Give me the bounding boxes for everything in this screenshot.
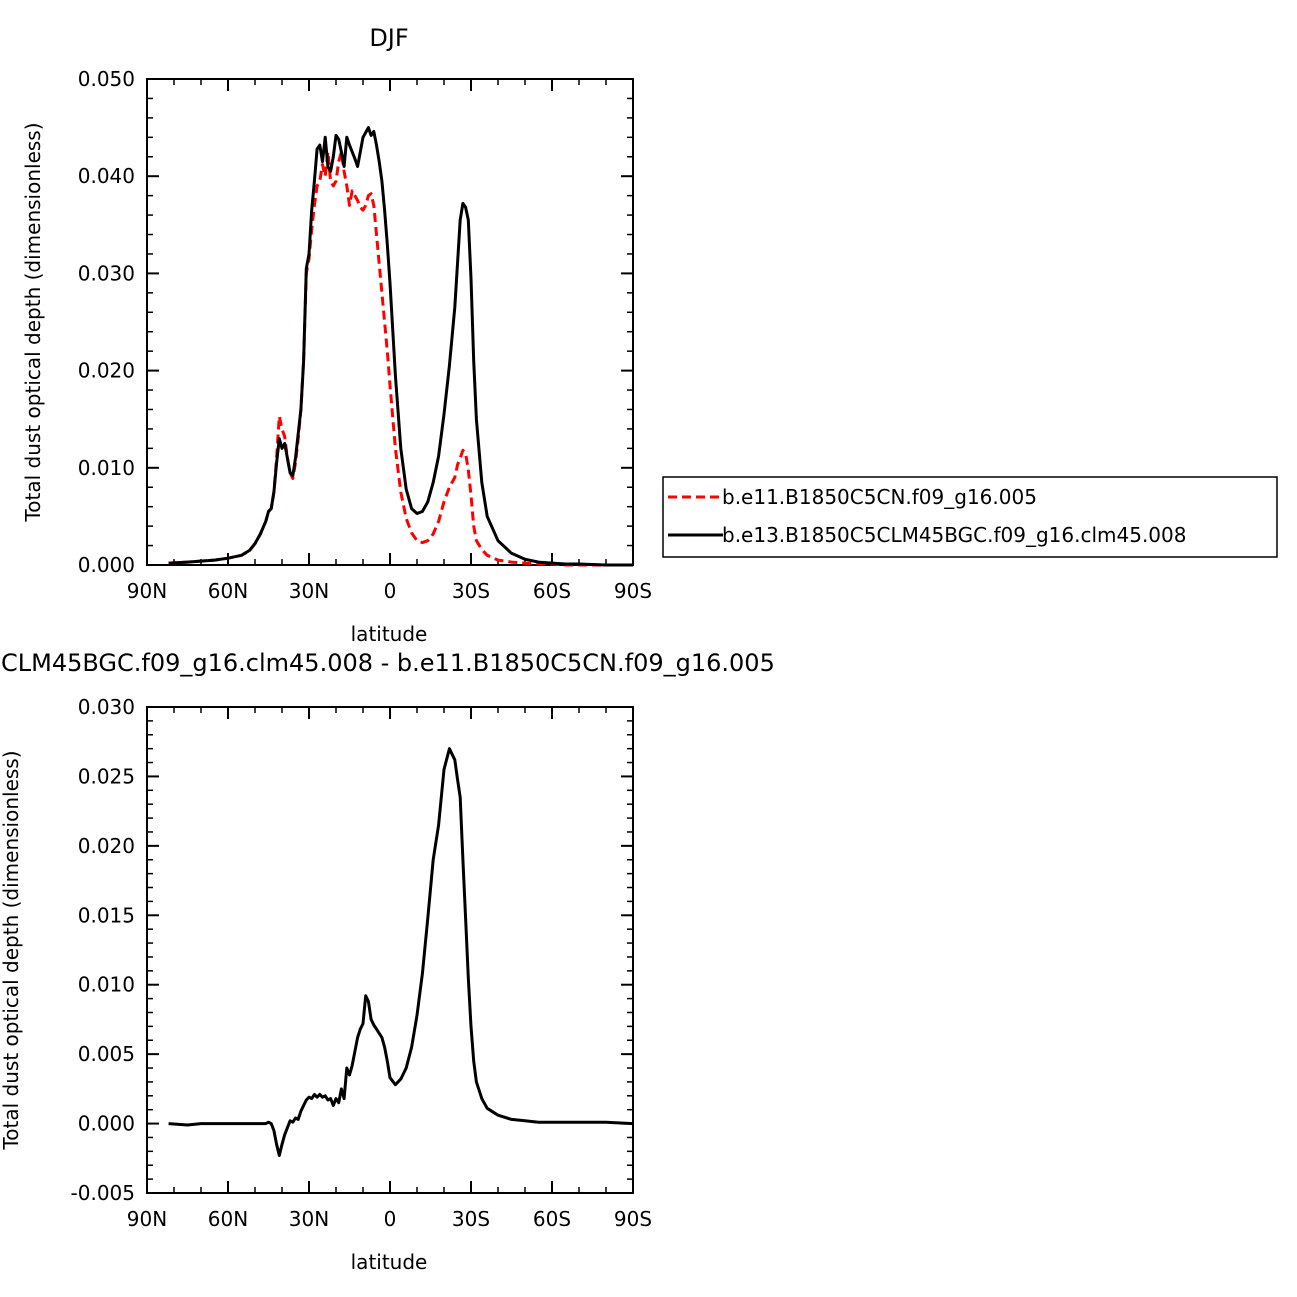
top-x-tick-label: 60N	[208, 579, 248, 603]
top-x-tick-label: 0	[384, 579, 397, 603]
legend: b.e11.B1850C5CN.f09_g16.005 b.e13.B1850C…	[662, 476, 1278, 558]
top-y-tick-label: 0.000	[78, 553, 135, 577]
bottom-y-tick-label: 0.005	[78, 1042, 135, 1066]
bottom-x-tick-label: 90S	[614, 1207, 652, 1231]
legend-entry-1: b.e11.B1850C5CN.f09_g16.005	[722, 485, 1037, 509]
bottom-x-tick-label: 0	[384, 1207, 397, 1231]
bottom-x-tick-label: 90N	[127, 1207, 167, 1231]
top-series-lines	[168, 126, 633, 567]
top-y-tick-label: 0.020	[78, 359, 135, 383]
bottom-x-tick-label: 30S	[452, 1207, 490, 1231]
bottom-y-tick-label: 0.030	[78, 695, 135, 719]
top-chart-panel: DJF 90N 60N 30N 0 30S 60S 90S 0.000 0.010 0.020 0.…	[21, 24, 652, 646]
top-x-axis-label: latitude	[351, 622, 428, 646]
top-series-line-2	[168, 126, 633, 567]
bottom-chart-panel: CLM45BGC.f09_g16.clm45.008 - b.e11.B1850…	[0, 649, 775, 1274]
bottom-y-tick-label: -0.005	[71, 1181, 135, 1205]
legend-box	[662, 476, 1278, 558]
bottom-series-line-1	[168, 747, 634, 1157]
top-chart-title: DJF	[369, 24, 408, 52]
top-series-line-1	[168, 150, 633, 567]
legend-entry-2: b.e13.B1850C5CLM45BGC.f09_g16.clm45.008	[722, 523, 1186, 547]
top-y-tick-label: 0.050	[78, 67, 135, 91]
bottom-x-tick-label: 60N	[208, 1207, 248, 1231]
top-x-tick-label: 60S	[533, 579, 571, 603]
top-x-tick-label: 30S	[452, 579, 490, 603]
bottom-y-tick-label: 0.020	[78, 834, 135, 858]
top-y-axis-label: Total dust optical depth (dimensionless)	[21, 122, 45, 522]
top-axis-ticks: 90N 60N 30N 0 30S 60S 90S 0.000 0.010 0.020 0.030 0…	[78, 67, 652, 603]
bottom-x-tick-label: 30N	[289, 1207, 329, 1231]
bottom-y-tick-label: 0.025	[78, 764, 135, 788]
bottom-y-tick-label: 0.010	[78, 973, 135, 997]
top-x-tick-label: 90S	[614, 579, 652, 603]
top-y-tick-label: 0.040	[78, 164, 135, 188]
bottom-y-tick-label: 0.000	[78, 1112, 135, 1136]
bottom-y-tick-label: 0.015	[78, 903, 135, 927]
top-x-tick-label: 90N	[127, 579, 167, 603]
bottom-x-tick-label: 60S	[533, 1207, 571, 1231]
bottom-series-lines	[168, 747, 634, 1157]
top-x-tick-label: 30N	[289, 579, 329, 603]
bottom-axis-ticks: 90N 60N 30N 0 30S 60S 90S -0.005 0.000 0.005 0.010…	[71, 695, 653, 1231]
top-y-tick-label: 0.030	[78, 261, 135, 285]
bottom-chart-title: CLM45BGC.f09_g16.clm45.008 - b.e11.B1850…	[1, 649, 775, 677]
bottom-x-axis-label: latitude	[351, 1250, 428, 1274]
top-y-tick-label: 0.010	[78, 456, 135, 480]
bottom-y-axis-label: Total dust optical depth (dimensionless)	[0, 750, 23, 1150]
